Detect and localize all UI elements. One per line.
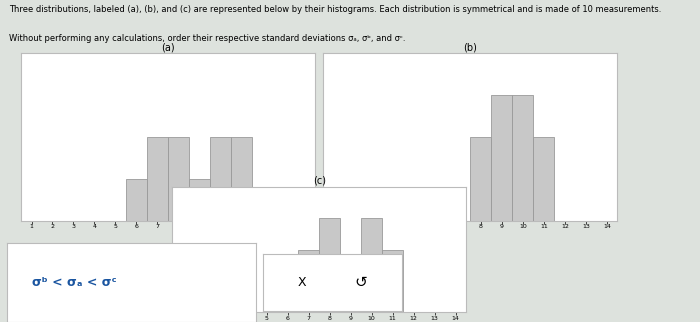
Bar (470, 137, 491, 221)
Bar (189, 179, 210, 221)
Bar (231, 137, 252, 221)
Bar (491, 95, 512, 221)
Text: σᵇ < σₐ < σᶜ: σᵇ < σₐ < σᶜ (32, 276, 116, 289)
Bar (533, 137, 554, 221)
Bar (210, 137, 231, 221)
Title: (c): (c) (313, 176, 326, 186)
Bar (382, 250, 403, 312)
Title: (b): (b) (463, 43, 477, 52)
Bar (298, 250, 319, 312)
Bar (512, 95, 533, 221)
Bar (319, 218, 340, 312)
Bar (168, 137, 189, 221)
Bar (361, 218, 382, 312)
Title: (a): (a) (161, 43, 175, 52)
Text: ↺: ↺ (354, 275, 367, 290)
Text: X: X (298, 276, 306, 289)
Bar (147, 137, 168, 221)
Text: Without performing any calculations, order their respective standard deviations : Without performing any calculations, ord… (9, 34, 405, 43)
Bar (126, 179, 147, 221)
Text: Three distributions, labeled (a), (b), and (c) are represented below by their hi: Three distributions, labeled (a), (b), a… (9, 5, 662, 14)
